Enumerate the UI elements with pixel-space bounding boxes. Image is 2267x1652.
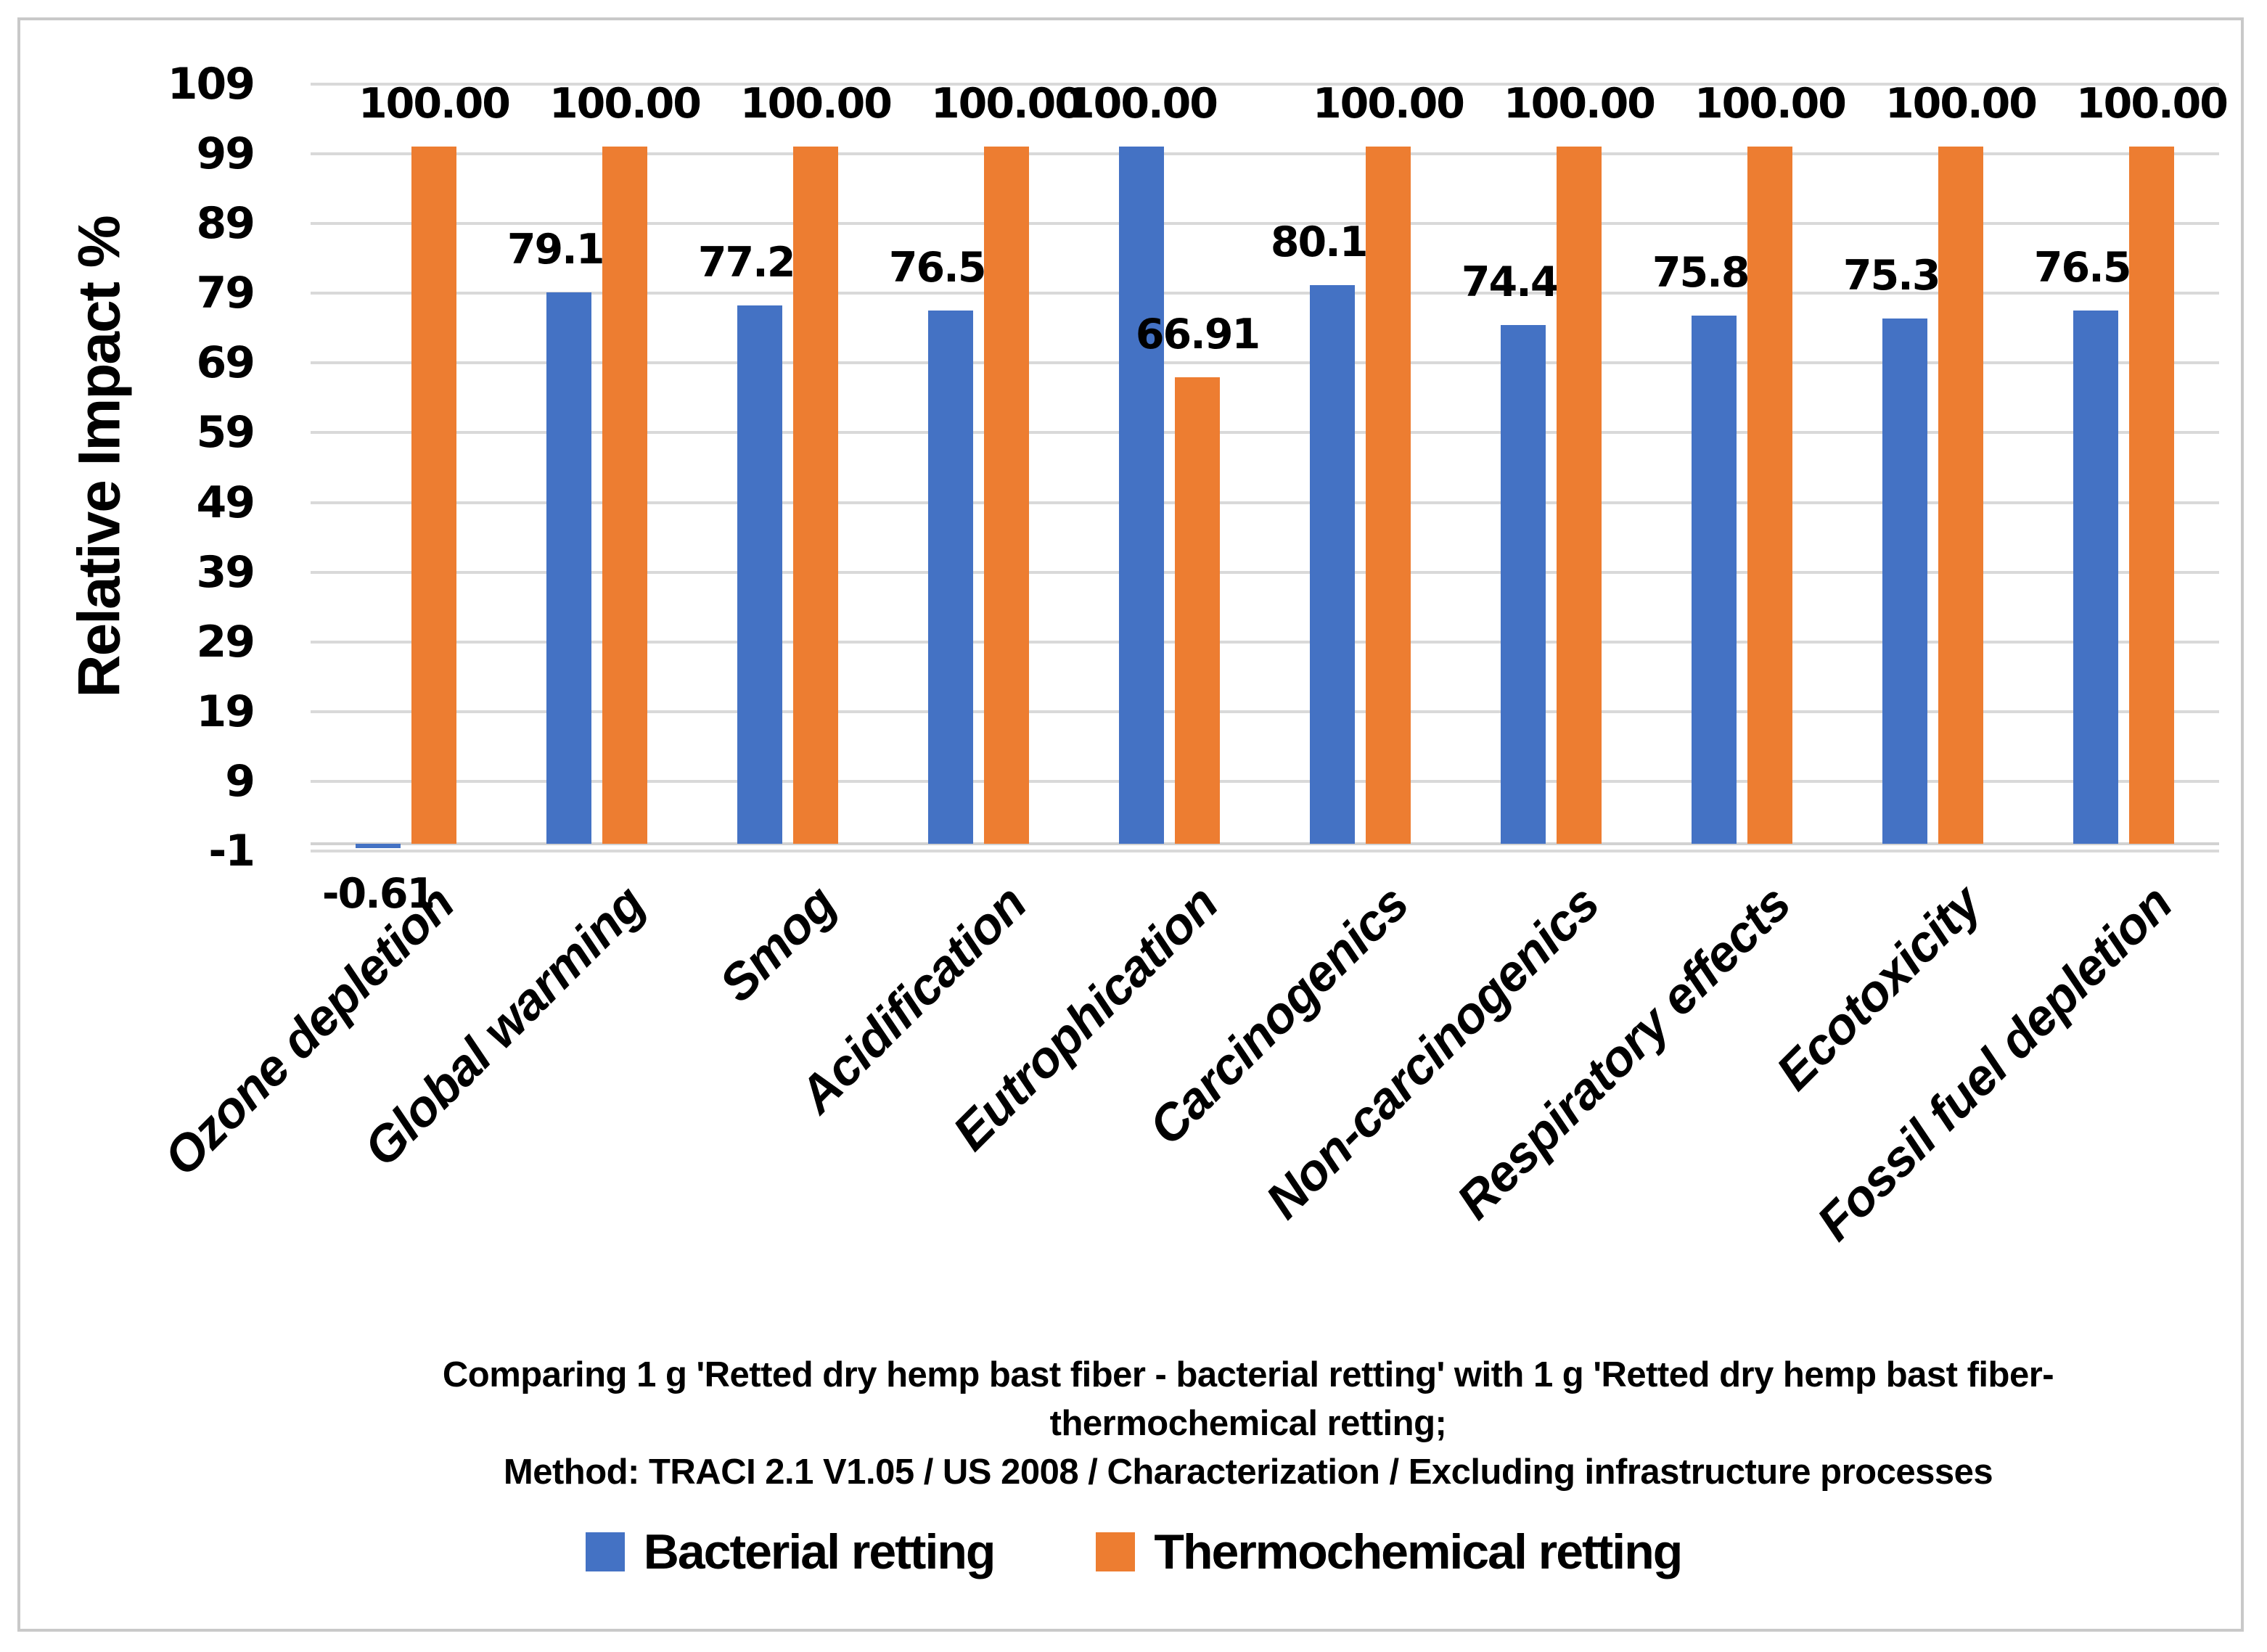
data-label: 100.00 — [1504, 80, 1656, 128]
data-label: 100.00 — [1313, 80, 1465, 128]
legend-item-thermochemical-retting: Thermochemical retting — [1096, 1524, 1683, 1580]
gridline — [311, 501, 2219, 504]
data-label: 100.00 — [2076, 80, 2229, 128]
bar-thermochemical-4 — [1175, 377, 1220, 845]
legend: Bacterial retting Thermochemical retting — [0, 1524, 2267, 1580]
y-tick-label: 39 — [196, 546, 256, 598]
bar-bacterial-8 — [1882, 319, 1927, 845]
data-label: 76.56 — [888, 243, 1014, 292]
bar-bacterial-5 — [1310, 285, 1355, 845]
y-tick-label: -1 — [208, 826, 255, 876]
data-label: 80.13 — [1270, 218, 1395, 267]
gridline — [311, 292, 2219, 295]
y-tick-label: 9 — [225, 755, 255, 807]
caption-line-1: Comparing 1 g 'Retted dry hemp bast fibe… — [442, 1355, 2054, 1394]
bar-thermochemical-2 — [793, 147, 838, 845]
bar-bacterial-7 — [1692, 315, 1737, 845]
y-tick-label: 49 — [196, 477, 256, 528]
data-label: 66.91 — [1135, 311, 1260, 359]
caption-line-3: Method: TRACI 2.1 V1.05 / US 2008 / Char… — [503, 1452, 1993, 1492]
y-tick-label: 59 — [196, 407, 256, 459]
bar-thermochemical-0 — [411, 147, 456, 845]
y-tick-label: 19 — [196, 686, 256, 737]
bar-thermochemical-3 — [984, 147, 1029, 845]
bar-thermochemical-8 — [1938, 147, 1983, 845]
bar-bacterial-3 — [928, 310, 973, 845]
y-tick-label: 79 — [196, 268, 256, 319]
caption-line-2: thermochemical retting; — [1049, 1404, 1447, 1443]
bar-thermochemical-6 — [1557, 147, 1602, 845]
data-label: 100.00 — [1066, 80, 1218, 128]
gridline — [311, 222, 2219, 226]
bar-bacterial-0 — [356, 844, 401, 849]
y-tick-label: 99 — [196, 128, 256, 180]
y-tick-label: 69 — [196, 337, 256, 389]
gridline — [311, 850, 2219, 852]
gridline — [311, 779, 2219, 783]
data-label: 76.54 — [2033, 243, 2159, 292]
y-tick-label: 89 — [196, 198, 256, 250]
bar-bacterial-6 — [1501, 324, 1546, 845]
bar-thermochemical-1 — [602, 147, 647, 845]
legend-label-bacterial: Bacterial retting — [643, 1524, 996, 1579]
plot-area: -0.61 79.17 77.25 76.56 100.00 80.13 74.48 75.8… — [311, 80, 2229, 916]
bar-thermochemical-9 — [2129, 147, 2174, 845]
bar-bacterial-9 — [2073, 310, 2118, 845]
gridline — [311, 570, 2219, 574]
gridline — [311, 83, 2219, 86]
bar-bacterial-1 — [546, 292, 591, 845]
legend-item-bacterial-retting: Bacterial retting — [585, 1524, 996, 1580]
bar-bacterial-2 — [737, 305, 782, 845]
legend-swatch-thermochemical-icon — [1096, 1532, 1136, 1571]
data-label: 100.00 — [1885, 80, 2038, 128]
gridline — [311, 640, 2219, 644]
data-label: -0.61 — [321, 870, 435, 919]
y-tick-label: 109 — [167, 59, 255, 110]
chart-outer-border — [17, 17, 2244, 1632]
gridline — [311, 152, 2219, 156]
gridline — [311, 710, 2219, 713]
bar-bacterial-4 — [1119, 147, 1164, 845]
bar-thermochemical-5 — [1366, 147, 1411, 845]
data-label: 100.00 — [358, 80, 511, 128]
data-label: 100.00 — [931, 80, 1083, 128]
gridline — [311, 361, 2219, 365]
x-axis-line — [311, 842, 2219, 846]
chart-caption: Comparing 1 g 'Retted dry hemp bast fibe… — [377, 1351, 2119, 1497]
y-tick-label: 29 — [196, 616, 256, 667]
data-label: 100.00 — [1694, 80, 1847, 128]
data-label: 100.00 — [740, 80, 893, 128]
legend-swatch-bacterial-icon — [585, 1532, 625, 1571]
data-label: 100.00 — [549, 80, 702, 128]
legend-label-thermochemical: Thermochemical retting — [1154, 1524, 1683, 1579]
bar-thermochemical-7 — [1747, 147, 1792, 845]
gridline — [311, 431, 2219, 435]
